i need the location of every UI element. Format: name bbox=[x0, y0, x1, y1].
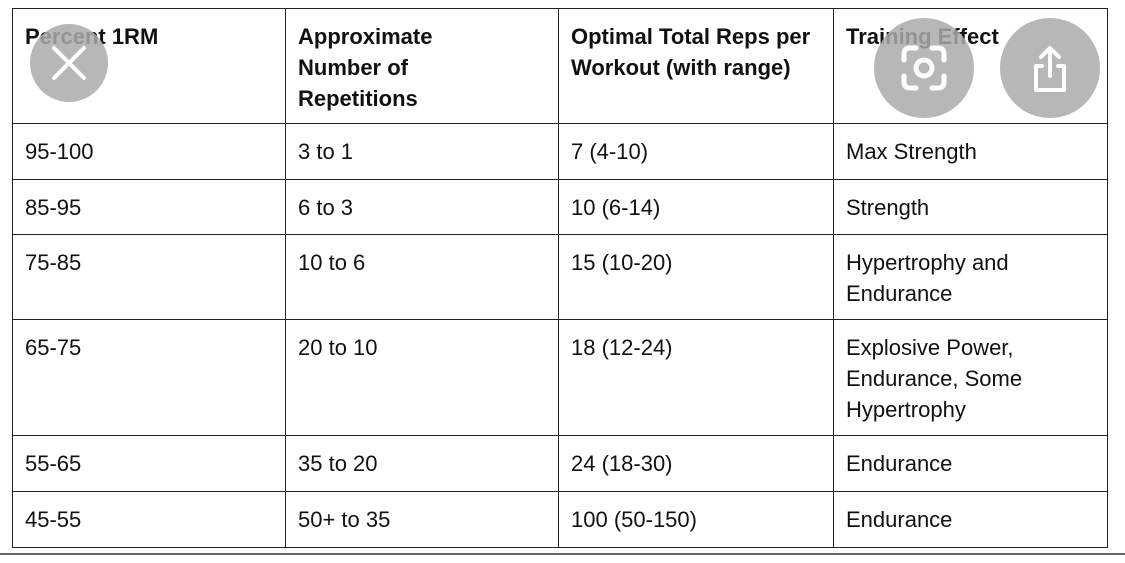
cell-text: 55-65 bbox=[25, 451, 82, 476]
table-row: 85-95 6 to 3 10 (6-14) Strength bbox=[12, 179, 1108, 235]
header-cell: Optimal Total Reps per Workout (with ran… bbox=[558, 8, 834, 124]
lens-icon bbox=[901, 45, 947, 91]
cell-text: Hypertrophy and Endurance bbox=[846, 250, 1009, 306]
table-cell: 3 to 1 bbox=[285, 123, 559, 180]
table-cell: 18 (12-24) bbox=[558, 319, 834, 436]
cell-text: Explosive Power, Endurance, Some Hypertr… bbox=[846, 335, 1023, 422]
cell-text: 100 (50-150) bbox=[571, 507, 697, 532]
cell-text: 50+ to 35 bbox=[298, 507, 391, 532]
cell-text: 10 (6-14) bbox=[571, 195, 661, 220]
cell-text: 45-55 bbox=[25, 507, 82, 532]
table-cell: 35 to 20 bbox=[285, 435, 559, 492]
table-cell: 10 to 6 bbox=[285, 234, 559, 320]
table-cell: 20 to 10 bbox=[285, 319, 559, 436]
table-cell: 7 (4-10) bbox=[558, 123, 834, 180]
cell-text: 18 (12-24) bbox=[571, 335, 673, 360]
header-text: Optimal Total Reps per Workout (with ran… bbox=[571, 24, 811, 80]
table-cell: 15 (10-20) bbox=[558, 234, 834, 320]
cell-text: 75-85 bbox=[25, 250, 82, 275]
cell-text: 10 to 6 bbox=[298, 250, 366, 275]
table-row: 95-100 3 to 1 7 (4-10) Max Strength bbox=[12, 123, 1108, 180]
table-cell: Endurance bbox=[833, 435, 1108, 492]
cell-text: 85-95 bbox=[25, 195, 82, 220]
cell-text: 3 to 1 bbox=[298, 139, 354, 164]
header-cell: Approximate Number of Repetitions bbox=[285, 8, 559, 124]
table-body: 95-100 3 to 1 7 (4-10) Max Strength 85-95 6 t… bbox=[12, 123, 1108, 548]
cell-text: 65-75 bbox=[25, 335, 82, 360]
close-button[interactable] bbox=[30, 24, 108, 102]
table-cell: 100 (50-150) bbox=[558, 491, 834, 548]
share-icon bbox=[1034, 46, 1066, 92]
table-cell: 75-85 bbox=[12, 234, 286, 320]
cell-text: 20 to 10 bbox=[298, 335, 378, 360]
cell-text: 35 to 20 bbox=[298, 451, 378, 476]
table-cell: 55-65 bbox=[12, 435, 286, 492]
table-cell: Max Strength bbox=[833, 123, 1108, 180]
table-cell: 65-75 bbox=[12, 319, 286, 436]
header-text: Approximate Number of Repetitions bbox=[298, 24, 433, 111]
cell-text: Endurance bbox=[846, 451, 953, 476]
table-cell: Explosive Power, Endurance, Some Hypertr… bbox=[833, 319, 1108, 436]
cell-text: 6 to 3 bbox=[298, 195, 354, 220]
table-row: 75-85 10 to 6 15 (10-20) Hypertrophy and En… bbox=[12, 234, 1108, 320]
cell-text: Max Strength bbox=[846, 139, 977, 164]
cell-text: Endurance bbox=[846, 507, 953, 532]
table-cell: 85-95 bbox=[12, 179, 286, 235]
table-row: 55-65 35 to 20 24 (18-30) Endurance bbox=[12, 435, 1108, 492]
table-cell: Strength bbox=[833, 179, 1108, 235]
cell-text: 15 (10-20) bbox=[571, 250, 673, 275]
share-button[interactable] bbox=[1000, 18, 1100, 118]
table-cell: Endurance bbox=[833, 491, 1108, 548]
lens-button[interactable] bbox=[874, 18, 974, 118]
cell-text: 7 (4-10) bbox=[571, 139, 649, 164]
table-cell: Hypertrophy and Endurance bbox=[833, 234, 1108, 320]
table-cell: 95-100 bbox=[12, 123, 286, 180]
close-icon bbox=[52, 46, 86, 80]
table-cell: 6 to 3 bbox=[285, 179, 559, 235]
cell-text: 95-100 bbox=[25, 139, 94, 164]
cell-text: Strength bbox=[846, 195, 930, 220]
cell-text: 24 (18-30) bbox=[571, 451, 673, 476]
table-cell: 10 (6-14) bbox=[558, 179, 834, 235]
table-cell: 24 (18-30) bbox=[558, 435, 834, 492]
table-cell: 50+ to 35 bbox=[285, 491, 559, 548]
table-row: 65-75 20 to 10 18 (12-24) Explosive Power, … bbox=[12, 319, 1108, 436]
table-cell: 45-55 bbox=[12, 491, 286, 548]
table-row: 45-55 50+ to 35 100 (50-150) Endurance bbox=[12, 491, 1108, 548]
separator bbox=[0, 553, 1125, 555]
